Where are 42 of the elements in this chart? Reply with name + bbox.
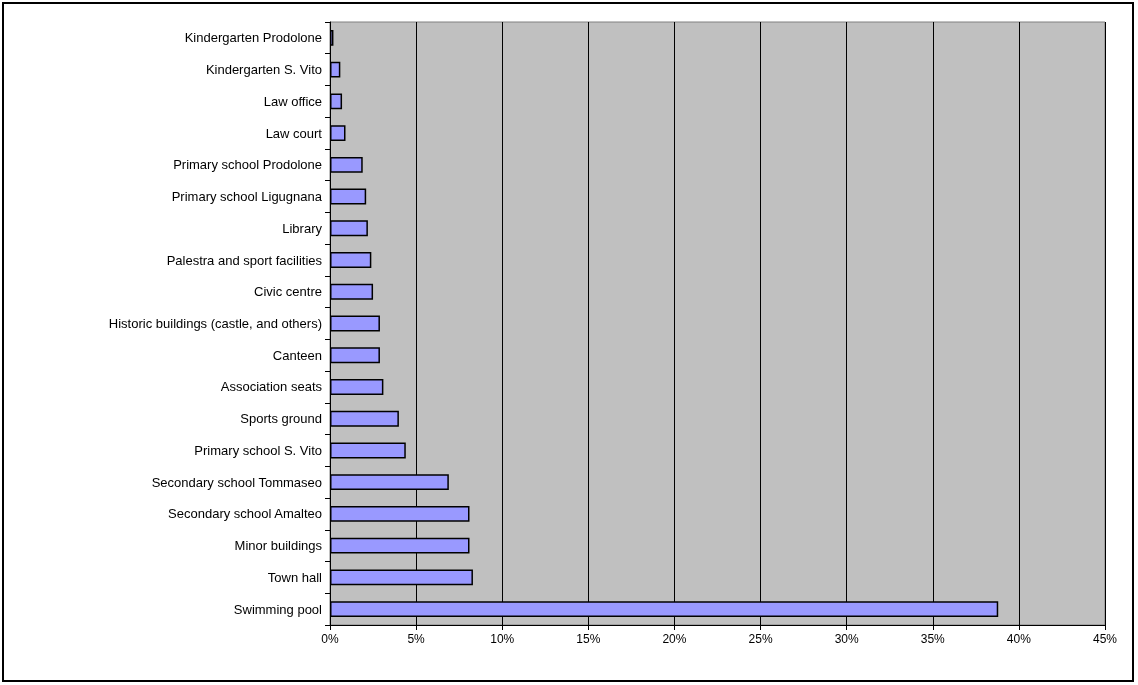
- y-tick-label: Historic buildings (castle, and others): [108, 316, 322, 331]
- bar: [330, 220, 368, 237]
- y-tick-label: Civic centre: [254, 284, 322, 300]
- bar: [330, 252, 372, 268]
- bar: [330, 283, 374, 300]
- y-tick-label: Secondary school Amalteo: [168, 506, 322, 522]
- bar: [330, 347, 380, 364]
- y-tick-label: Minor buildings: [234, 538, 323, 554]
- y-tick-label: Library: [282, 220, 323, 236]
- x-tick-label: 40%: [1006, 632, 1032, 646]
- y-tick-label: Association seats: [220, 379, 323, 395]
- y-tick-label: Law office: [263, 93, 322, 109]
- bar: [330, 156, 363, 173]
- bar: [330, 125, 346, 142]
- y-tick-label: Canteen: [272, 347, 322, 363]
- bar: [330, 379, 384, 395]
- y-tick-label: Secondary school Tommaseo: [151, 474, 322, 490]
- y-tick-label: Town hall: [267, 569, 323, 585]
- y-tick-label: Primary school Ligugnana: [171, 189, 323, 205]
- x-tick-label: 0%: [321, 632, 339, 646]
- bar: [330, 442, 406, 459]
- x-tick-label: 10%: [490, 632, 515, 646]
- x-tick-label: 30%: [834, 632, 859, 646]
- bar: [330, 315, 380, 332]
- y-tick-label: Swimming pool: [233, 601, 323, 617]
- y-tick-label: Sports ground: [240, 411, 322, 427]
- bar: [330, 410, 399, 427]
- y-tick-label: Primary school S. Vito: [194, 442, 322, 458]
- x-tick-label: 45%: [1092, 632, 1118, 646]
- x-tick-label: 20%: [662, 632, 687, 646]
- x-tick-label: 5%: [407, 632, 426, 646]
- y-tick-label: Law court: [265, 125, 323, 141]
- bar: [330, 93, 343, 110]
- y-tick-label: Primary school Prodolone: [173, 157, 322, 173]
- x-tick-label: 15%: [576, 632, 601, 646]
- y-tick-label: Kindergarten S. Vito: [205, 62, 322, 78]
- x-tick-label: 25%: [748, 632, 773, 646]
- bar: [330, 61, 341, 78]
- y-tick-label: Kindergarten Prodolone: [184, 30, 322, 46]
- y-tick-label: Palestra and sport facilities: [166, 252, 323, 268]
- bar: [330, 188, 367, 205]
- x-tick-label: 35%: [920, 632, 946, 646]
